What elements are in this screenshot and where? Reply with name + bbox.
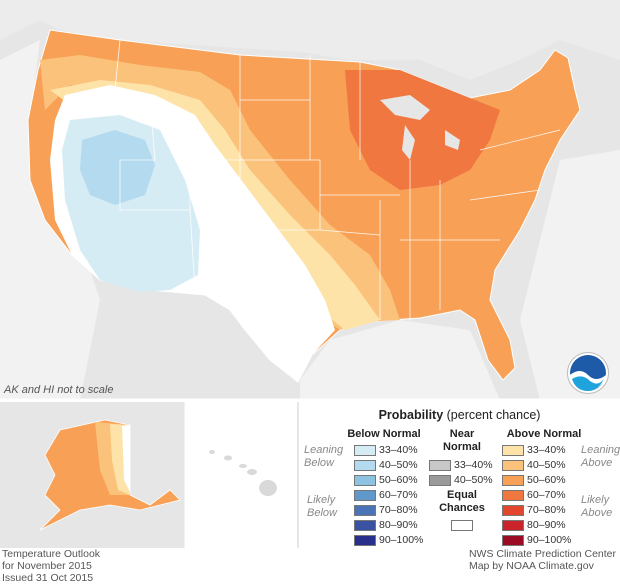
scale-note: AK and HI not to scale [4, 384, 114, 396]
near-swatch-1 [429, 475, 451, 486]
below-label-6: 90–100% [379, 534, 424, 546]
below-swatch-2 [354, 475, 376, 486]
atlantic-ocean [520, 150, 620, 400]
below-swatch-5 [354, 520, 376, 531]
below-swatch-4 [354, 505, 376, 516]
above-label-4: 70–80% [527, 504, 566, 516]
equal-chances-2: Chances [439, 502, 485, 514]
gulf-of-mexico [300, 320, 500, 400]
state-boundaries [64, 39, 561, 320]
likely-below-2: Below [307, 507, 337, 519]
above-swatch-4 [502, 505, 524, 516]
hawaii-inset [188, 402, 296, 548]
above-swatch-0 [502, 445, 524, 456]
above-label-3: 60–70% [527, 489, 566, 501]
leaning-above-label: Leaning Above [581, 444, 620, 470]
footer-issued: Issued 31 Oct 2015 [2, 572, 94, 584]
leaning-below-label: Leaning Below [304, 444, 343, 470]
below-swatch-1 [354, 460, 376, 471]
likely-above-2: Above [581, 507, 613, 519]
above-label-0: 33–40% [527, 444, 566, 456]
above-swatch-2 [502, 475, 524, 486]
legend: Probability (percent chance) Below Norma… [299, 402, 620, 548]
below-label-1: 40–50% [379, 459, 418, 471]
near-label-1: 40–50% [454, 474, 493, 486]
near-label-0: 33–40% [454, 459, 493, 471]
above-label-6: 90–100% [527, 534, 572, 546]
above-label-2: 50–60% [527, 474, 566, 486]
canada-land [0, 0, 620, 80]
noaa-logo [567, 352, 609, 394]
alaska-equal-chances [122, 425, 130, 492]
likely-below-label: Likely Below [307, 494, 337, 520]
near-swatch-0 [429, 460, 451, 471]
below-label-5: 80–90% [379, 519, 418, 531]
leaning-below-2: Below [304, 457, 334, 469]
equal-chances-swatch [451, 520, 473, 531]
below-swatch-6 [354, 535, 376, 546]
equal-chances-label: Equal Chances [437, 489, 487, 515]
lake-superior [380, 95, 430, 120]
footer-right: NWS Climate Prediction Center Map by NOA… [469, 548, 616, 572]
above-swatch-1 [502, 460, 524, 471]
above-swatch-5 [502, 520, 524, 531]
legend-title: Probability (percent chance) [299, 408, 620, 422]
legend-title-rest: (percent chance) [443, 408, 541, 422]
likely-below-1: Likely [307, 494, 336, 506]
below-40-50 [80, 130, 155, 205]
footer-credit: Map by NOAA Climate.gov [468, 560, 594, 572]
lake-huron [445, 130, 460, 150]
below-normal-head: Below Normal [347, 428, 421, 440]
above-label-5: 80–90% [527, 519, 566, 531]
below-label-4: 70–80% [379, 504, 418, 516]
footer-period: for November 2015 [2, 560, 92, 572]
below-label-3: 60–70% [379, 489, 418, 501]
footer-source: NWS Climate Prediction Center [468, 548, 616, 560]
leaning-above-1: Leaning [581, 444, 620, 456]
below-label-2: 50–60% [379, 474, 418, 486]
noaa-logo-icon [570, 355, 606, 391]
legend-title-bold: Probability [378, 408, 444, 422]
near-head-2: Normal [443, 441, 481, 453]
below-swatch-3 [354, 490, 376, 501]
above-swatch-3 [502, 490, 524, 501]
footer-title: Temperature Outlook [2, 548, 101, 560]
near-head-1: Near [449, 428, 475, 440]
above-normal-head: Above Normal [506, 428, 582, 440]
lake-michigan [402, 125, 415, 160]
equal-chances-1: Equal [447, 489, 477, 501]
below-label-0: 33–40% [379, 444, 418, 456]
hawaii-islands [209, 450, 277, 496]
likely-above-1: Likely [581, 494, 610, 506]
leaning-below-1: Leaning [304, 444, 344, 456]
likely-above-label: Likely Above [581, 494, 612, 520]
near-normal-head: Near Normal [427, 428, 497, 454]
above-swatch-6 [502, 535, 524, 546]
above-label-1: 40–50% [527, 459, 566, 471]
below-swatch-0 [354, 445, 376, 456]
footer-left: Temperature Outlook for November 2015 Is… [2, 548, 100, 584]
leaning-above-2: Above [581, 457, 613, 469]
